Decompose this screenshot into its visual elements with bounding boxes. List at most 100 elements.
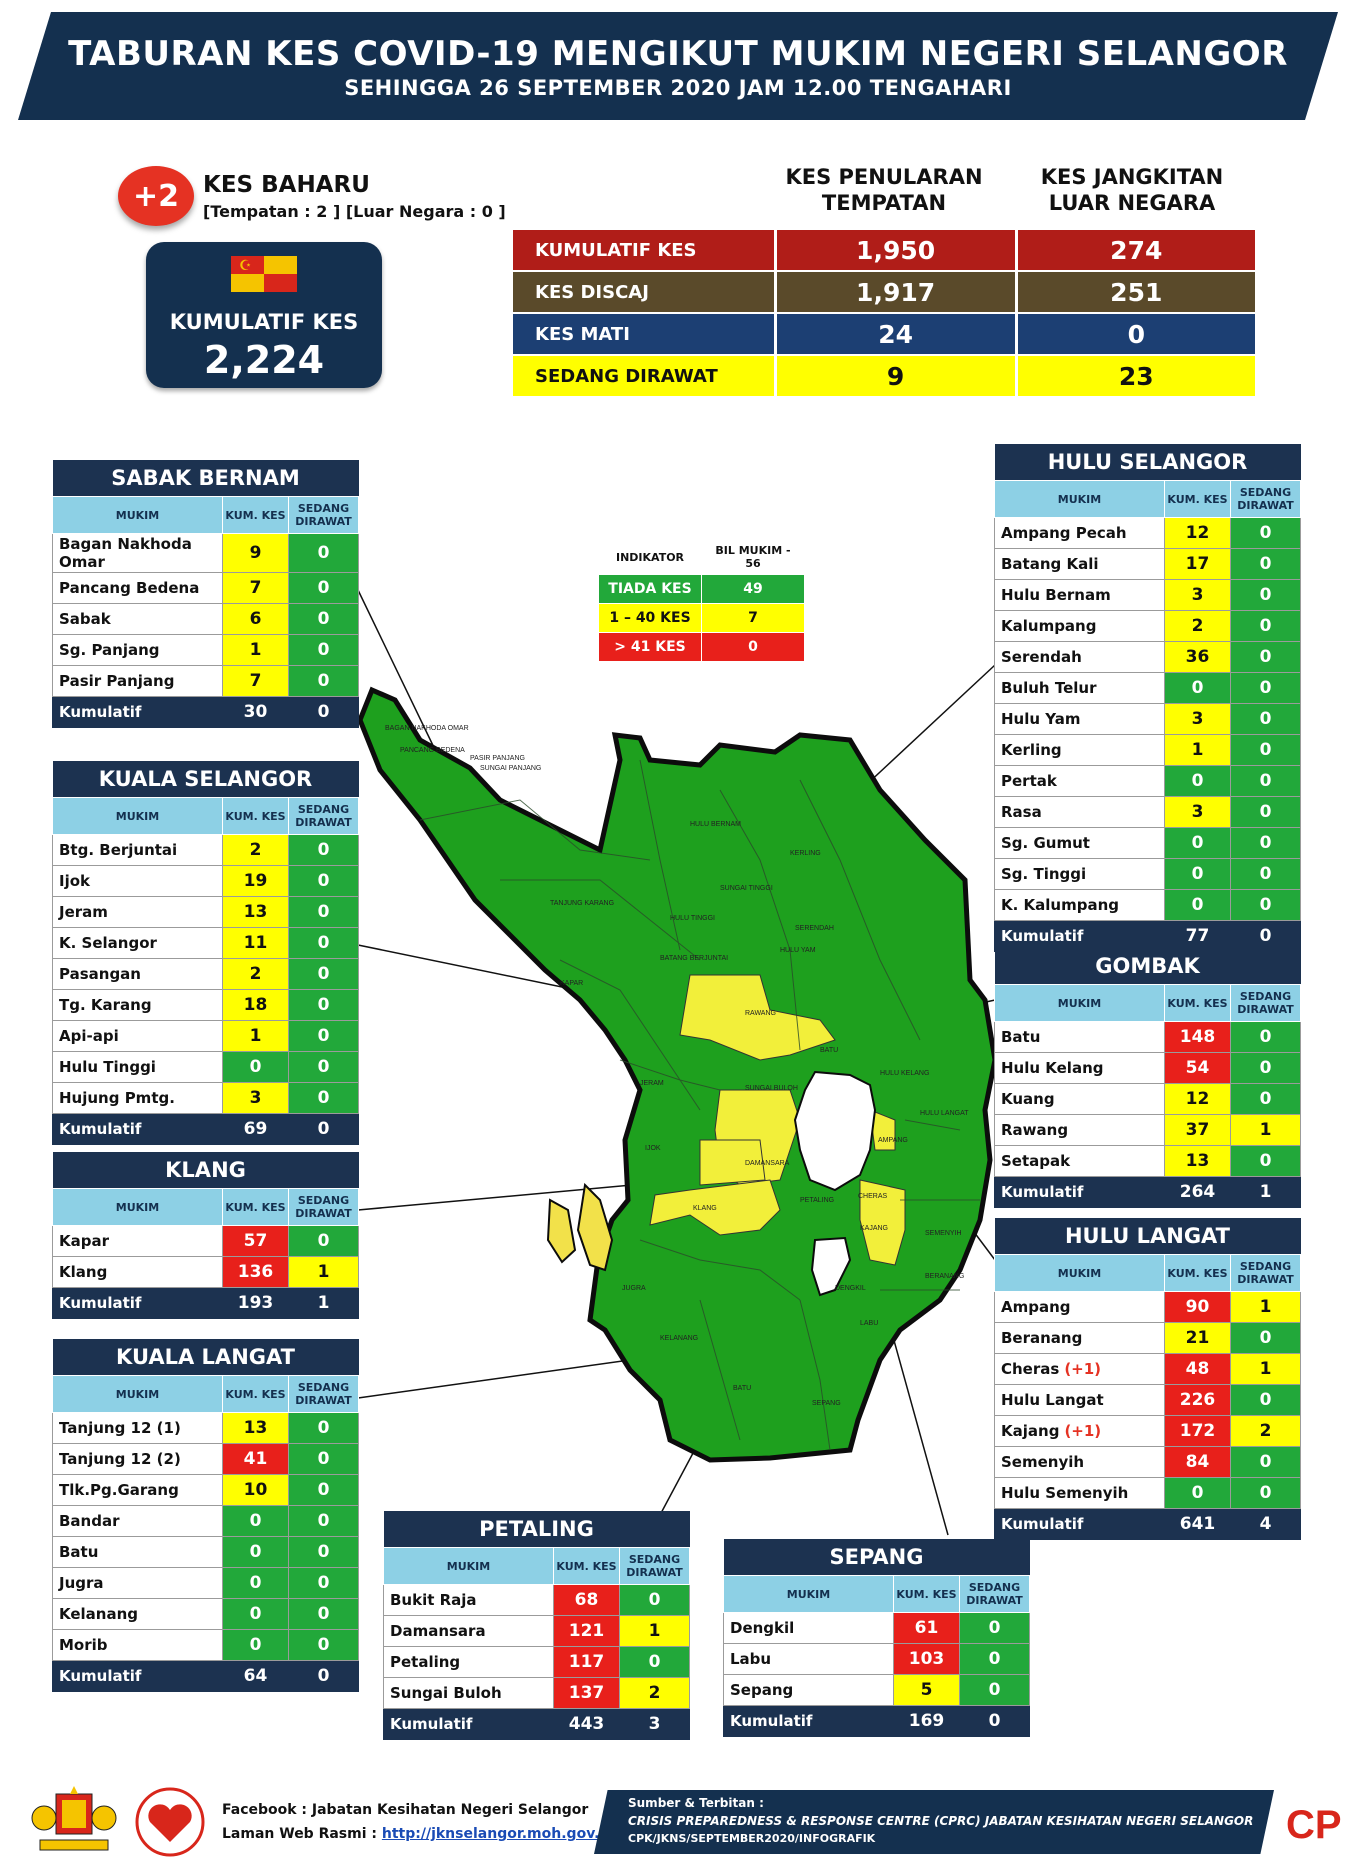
indicator-header: INDIKATOR [615, 550, 685, 564]
zone-rawang [679, 974, 836, 1061]
indicator-label: 1 – 40 KES [598, 603, 702, 633]
cumulative-cases-cell: 2 [1164, 610, 1231, 642]
column-header-kum: KUM. KES [553, 1547, 620, 1585]
active-cases-cell: 0 [287, 1412, 360, 1444]
mukim-name-cell: K. Kalumpang [994, 889, 1165, 921]
mukim-name-cell: Btg. Berjuntai [52, 834, 223, 866]
mukim-name-cell: Ijok [52, 865, 223, 897]
total-row: Kumulatif 169 0 [723, 1705, 1030, 1737]
column-header-sedang: SEDANG DIRAWAT [1230, 480, 1301, 518]
table-row: Ijok 19 0 [52, 865, 360, 897]
cumulative-cases-cell: 1 [222, 634, 289, 666]
mukim-name-cell: Tanjung 12 (2) [52, 1443, 223, 1475]
mukim-name: Semenyih [1001, 1453, 1085, 1471]
mukim-name-cell: Bukit Raja [383, 1584, 554, 1616]
cumulative-cases-cell: 21 [1164, 1322, 1231, 1354]
mukim-name: Ampang Pecah [1001, 524, 1127, 542]
mukim-name: Klang [59, 1263, 108, 1281]
map-label: PETALING [800, 1197, 834, 1204]
active-cases-cell: 0 [1229, 1384, 1302, 1416]
map-label: HULU YAM [780, 947, 816, 954]
table-sabak-bernam: SABAK BERNAM MUKIM KUM. KES SEDANG DIRAWAT B… [52, 460, 360, 728]
mukim-name: Sabak [59, 610, 111, 628]
mukim-name: Petaling [390, 1653, 461, 1671]
cumulative-cases-cell: 3 [1164, 703, 1231, 735]
mukim-name: Pasangan [59, 965, 141, 983]
mukim-name: Ijok [59, 872, 91, 890]
indicator-legend: INDIKATOR BIL MUKIM - 56 TIADA KES 49 1 – 40… [598, 540, 805, 662]
map-label: PANCANG BEDENA [400, 747, 465, 754]
cumulative-cases-cell: 11 [222, 927, 289, 959]
active-cases-cell: 0 [287, 1225, 360, 1257]
total-label: Kumulatif [52, 1287, 223, 1319]
cumulative-cases-cell: 0 [1164, 1477, 1231, 1509]
map-label: SUNGAI BULOH [745, 1085, 798, 1092]
cumulative-cases-cell: 12 [1164, 517, 1231, 549]
cumulative-cases-cell: 1 [222, 1020, 289, 1052]
table-row: Batu 0 0 [52, 1536, 360, 1568]
active-cases-cell: 0 [287, 927, 360, 959]
table-row: Pasangan 2 0 [52, 958, 360, 990]
table-row: Ampang 90 1 [994, 1291, 1302, 1323]
mukim-name: Hulu Bernam [1001, 586, 1111, 604]
active-cases-cell: 0 [1230, 734, 1301, 766]
column-header-kum: KUM. KES [222, 797, 289, 835]
island-1 [576, 1182, 614, 1272]
cumulative-box: ☪ KUMULATIF KES 2,224 [146, 242, 382, 388]
mukim-name: Tanjung 12 (2) [59, 1450, 181, 1468]
map-label: KLANG [693, 1205, 717, 1212]
table-row: Tanjung 12 (1) 13 0 [52, 1412, 360, 1444]
map-label: KAPAR [560, 980, 583, 987]
cprc-logo-icon: CPRC [1286, 1803, 1342, 1847]
table-row: Sungai Buloh 137 2 [383, 1677, 691, 1709]
website-link[interactable]: http://jknselangor.moh.gov.my [381, 1826, 624, 1842]
total-active: 4 [1229, 1508, 1302, 1540]
selangor-flag-icon: ☪ [231, 256, 297, 292]
total-row: Kumulatif 69 0 [52, 1113, 360, 1145]
mukim-name-cell: Rawang [994, 1114, 1165, 1146]
column-header-kum: KUM. KES [1164, 984, 1231, 1022]
cumulative-cases-cell: 2 [222, 958, 289, 990]
mukim-name-cell: Petaling [383, 1646, 554, 1678]
source-text: CRISIS PREPAREDNESS & RESPONSE CENTRE (C… [628, 1814, 1254, 1828]
column-header-kum: KUM. KES [1164, 1254, 1231, 1292]
total-label: Kumulatif [723, 1705, 894, 1737]
mukim-name-cell: Hulu Bernam [994, 579, 1165, 611]
mukim-name-cell: Sg. Tinggi [994, 858, 1165, 890]
column-header-mukim: MUKIM [52, 1188, 223, 1226]
stats-table: KUMULATIF KES 1,950 274 KES DISCAJ 1,917 251 K… [510, 228, 1258, 398]
table-row: Kuang 12 0 [994, 1083, 1302, 1115]
active-cases-cell: 0 [959, 1612, 1030, 1644]
table-petaling: PETALING MUKIM KUM. KES SEDANG DIRAWAT Bukit… [383, 1511, 691, 1740]
column-header-sedang: SEDANG DIRAWAT [1229, 1254, 1302, 1292]
cumulative-cases-cell: 13 [222, 1412, 289, 1444]
cumulative-cases-cell: 19 [222, 865, 289, 897]
active-cases-cell: 0 [287, 1474, 360, 1506]
mukim-name-cell: Hulu Langat [994, 1384, 1165, 1416]
mukim-name-cell: Cheras (+1) [994, 1353, 1165, 1385]
stats-local-value: 9 [776, 356, 1015, 396]
map-label: BATU [733, 1385, 751, 1392]
cumulative-cases-cell: 0 [1164, 765, 1231, 797]
cumulative-cases-cell: 0 [222, 1051, 289, 1083]
table-row: Jugra 0 0 [52, 1567, 360, 1599]
map-label: TANJUNG KARANG [550, 900, 614, 907]
table-row: Sg. Panjang 1 0 [52, 634, 360, 666]
map-label: RAWANG [745, 1010, 776, 1017]
cumulative-cases-cell: 41 [222, 1443, 289, 1475]
active-cases-cell: 0 [618, 1646, 691, 1678]
map-label: HULU LANGAT [920, 1110, 969, 1117]
map-label: DAMANSARA [745, 1160, 790, 1167]
map-label: HULU BERNAM [690, 821, 741, 828]
active-cases-cell: 0 [287, 1567, 360, 1599]
mukim-name: Kapar [59, 1232, 110, 1250]
mukim-name-cell: Jeram [52, 896, 223, 928]
active-cases-cell: 0 [1230, 517, 1301, 549]
cumulative-cases-cell: 2 [222, 834, 289, 866]
total-active: 1 [287, 1287, 360, 1319]
stats-local-value: 1,917 [776, 272, 1015, 312]
district-title: HULU LANGAT [994, 1218, 1301, 1255]
column-header-mukim: MUKIM [52, 797, 223, 835]
cumulative-cases-cell: 172 [1164, 1415, 1231, 1447]
cumulative-cases-cell: 61 [893, 1612, 960, 1644]
